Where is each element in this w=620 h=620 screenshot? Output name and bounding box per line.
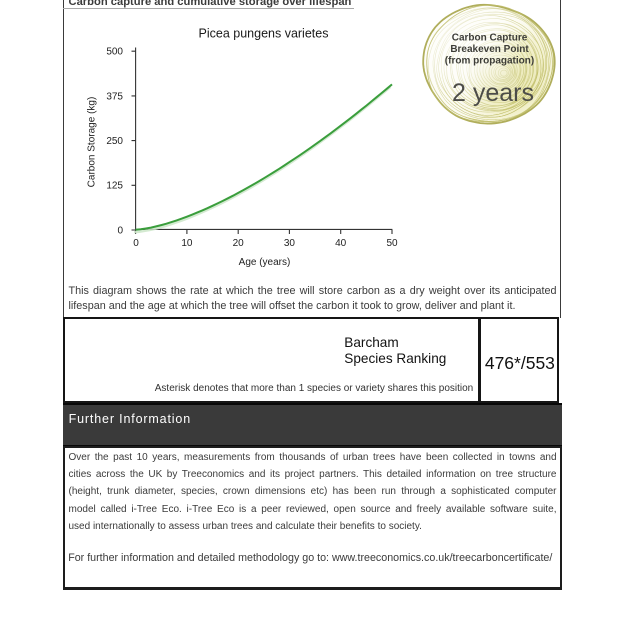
svg-text:40: 40 <box>335 238 347 249</box>
svg-text:Age (years): Age (years) <box>239 257 291 268</box>
svg-text:Carbon Storage (kg): Carbon Storage (kg) <box>87 97 98 188</box>
svg-text:2 years: 2 years <box>452 79 534 107</box>
svg-text:0: 0 <box>133 238 139 249</box>
svg-text:375: 375 <box>106 91 123 102</box>
svg-text:20: 20 <box>233 238 245 249</box>
svg-text:(from propagation): (from propagation) <box>445 56 534 67</box>
svg-text:250: 250 <box>106 136 123 147</box>
svg-text:Carbon Capture: Carbon Capture <box>452 33 528 44</box>
svg-text:0: 0 <box>117 225 123 236</box>
svg-text:125: 125 <box>106 181 123 192</box>
svg-text:50: 50 <box>386 238 398 249</box>
svg-text:Picea pungens varietes: Picea pungens varietes <box>199 26 329 40</box>
svg-text:30: 30 <box>284 238 296 249</box>
svg-text:10: 10 <box>181 238 193 249</box>
svg-text:500: 500 <box>106 47 123 58</box>
svg-text:Breakeven Point: Breakeven Point <box>450 44 529 55</box>
